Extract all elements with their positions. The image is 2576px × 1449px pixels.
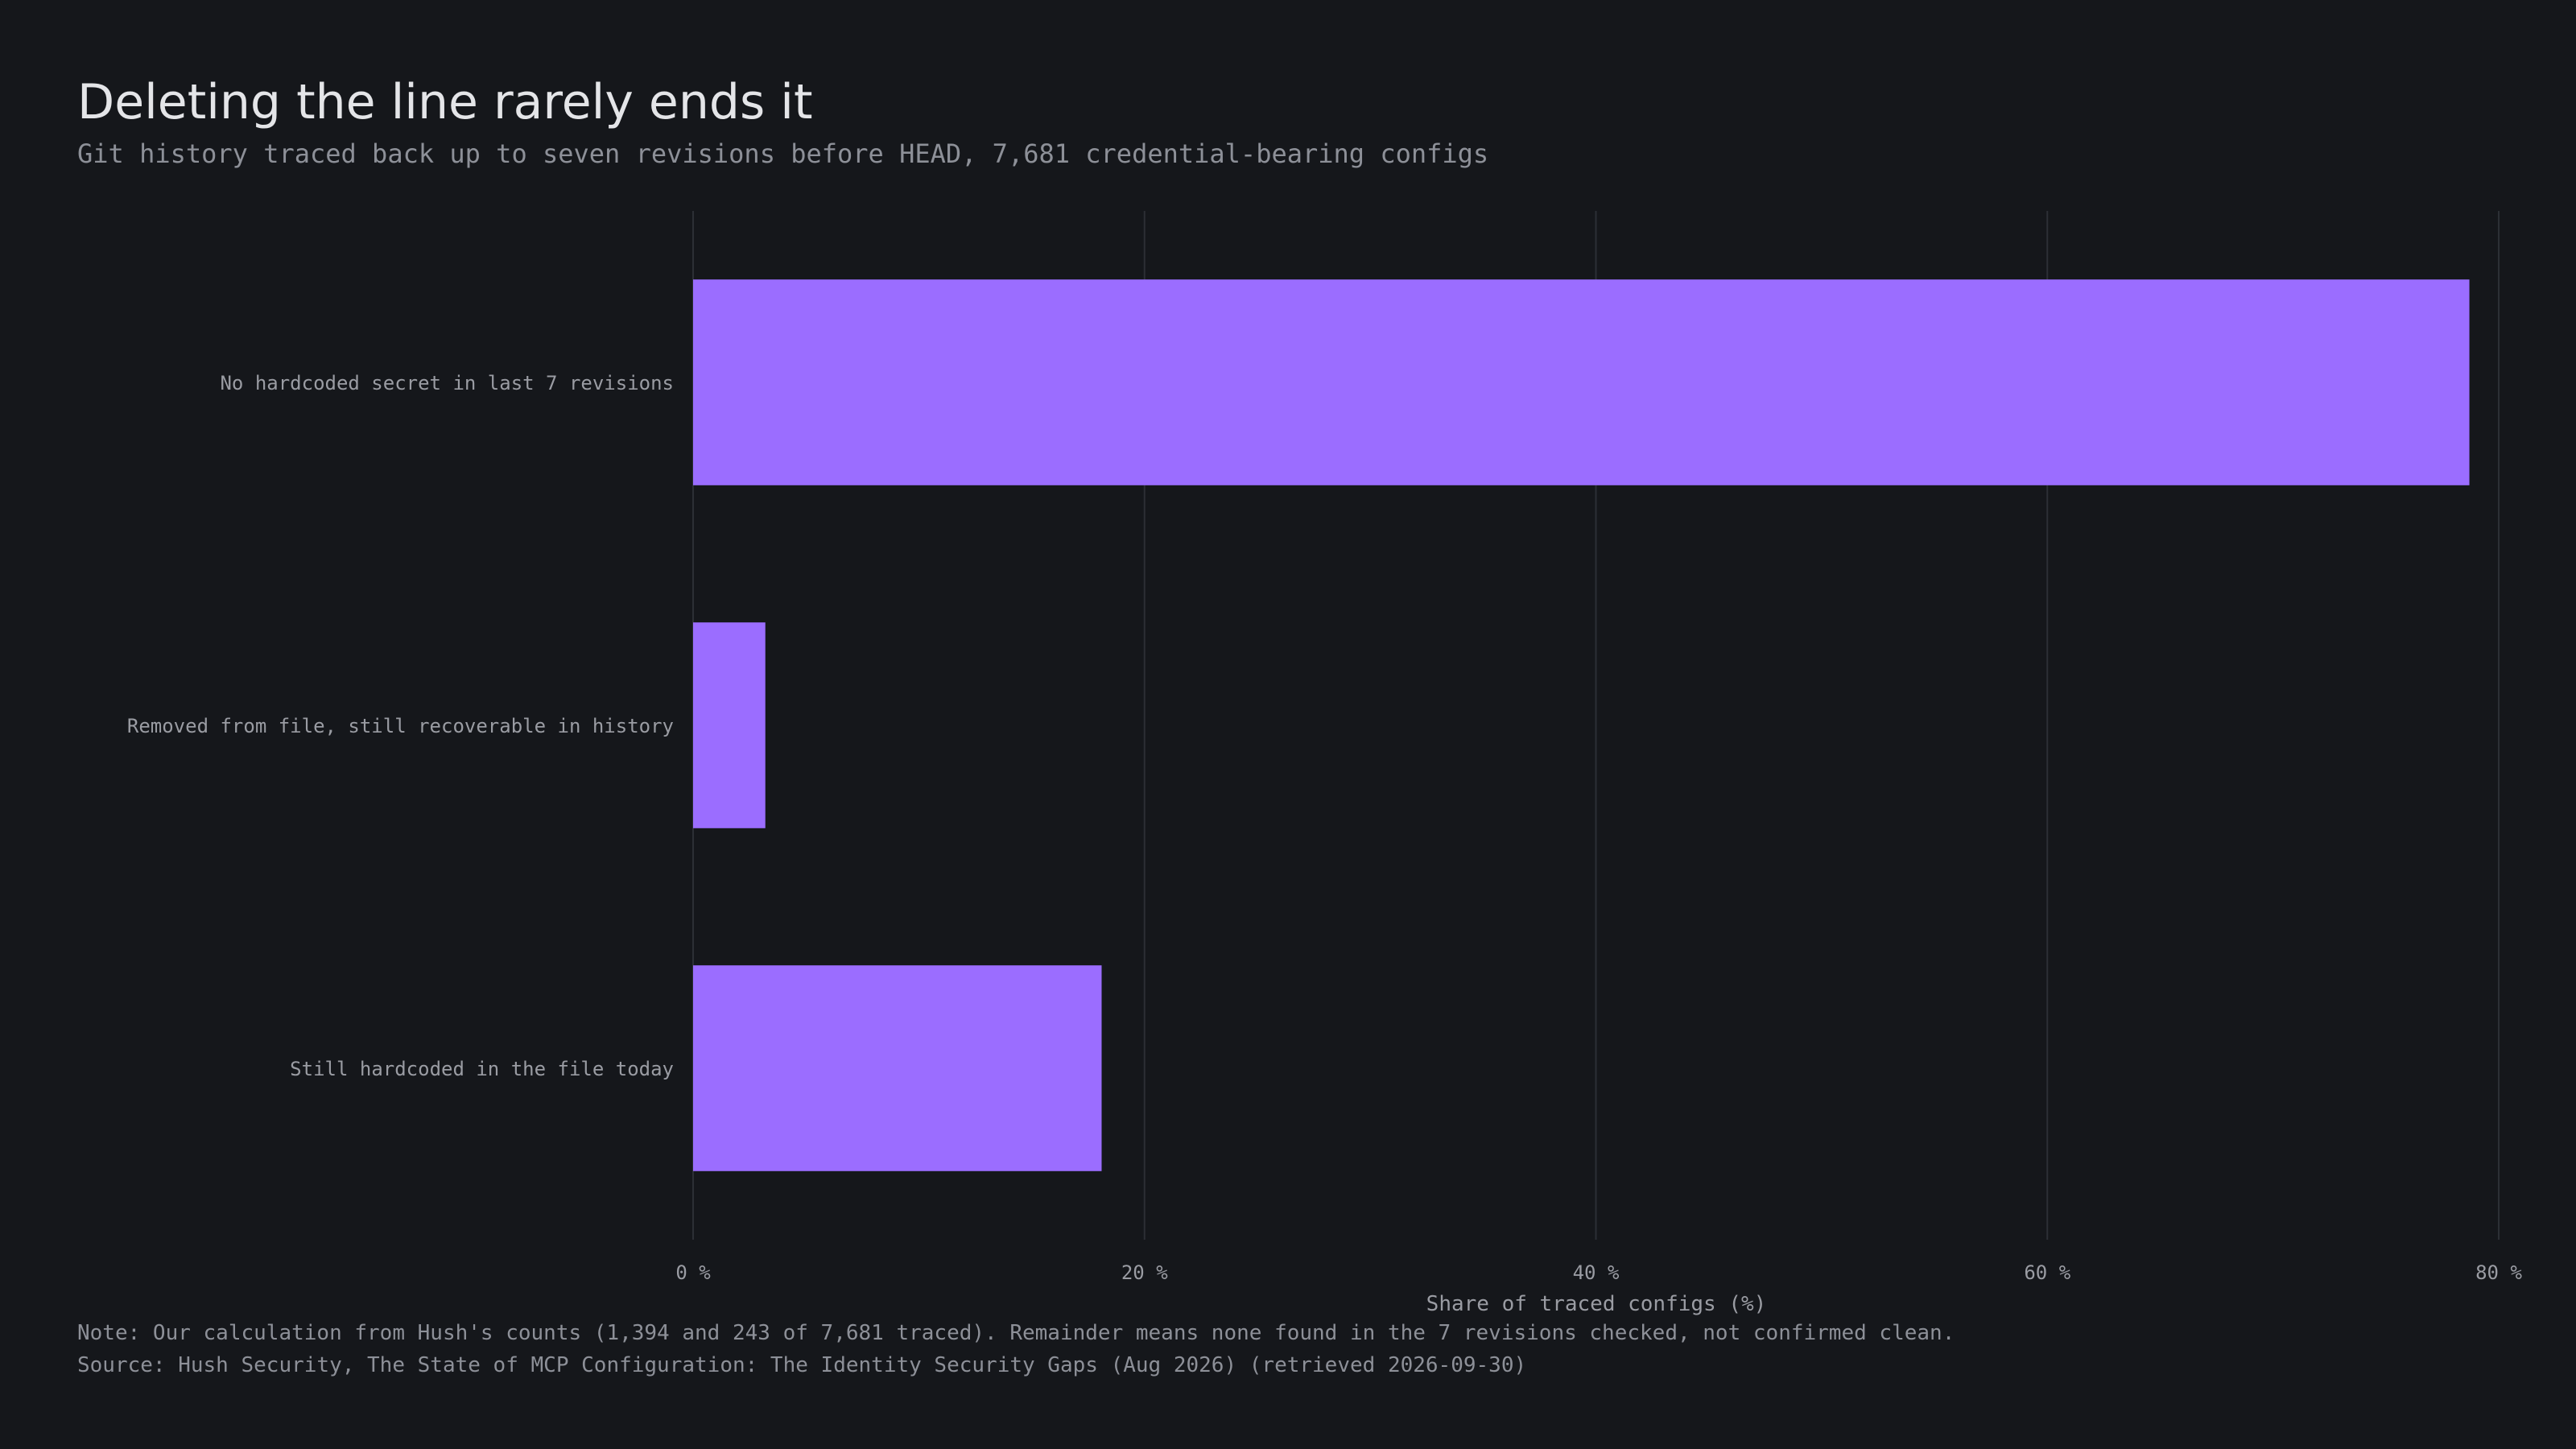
x-tick-label: 60 % bbox=[2024, 1261, 2070, 1284]
x-tick-label: 0 % bbox=[675, 1261, 711, 1284]
bar-1 bbox=[693, 622, 766, 828]
category-label: No hardcoded secret in last 7 revisions bbox=[220, 372, 674, 394]
bar-2 bbox=[693, 965, 1102, 1171]
category-labels: No hardcoded secret in last 7 revisions R… bbox=[127, 372, 674, 1080]
bars bbox=[693, 279, 2470, 1171]
chart-title: Deleting the line rarely ends it bbox=[77, 74, 813, 130]
chart-subtitle: Git history traced back up to seven revi… bbox=[77, 138, 1489, 169]
category-label: Still hardcoded in the file today bbox=[290, 1058, 674, 1080]
note-text: Note: Our calculation from Hush's counts… bbox=[77, 1321, 1955, 1345]
footnote: Note: Our calculation from Hush's counts… bbox=[77, 1317, 1955, 1381]
x-tick-label: 80 % bbox=[2475, 1261, 2522, 1284]
x-axis-label: Share of traced configs (%) bbox=[1426, 1292, 1767, 1316]
x-tick-label: 20 % bbox=[1121, 1261, 1168, 1284]
x-tick-label: 40 % bbox=[1573, 1261, 1620, 1284]
category-label: Removed from file, still recoverable in … bbox=[127, 715, 674, 737]
source-text: Source: Hush Security, The State of MCP … bbox=[77, 1353, 1527, 1377]
bar-0 bbox=[693, 279, 2470, 485]
x-tick-labels: 0 % 20 % 40 % 60 % 80 % bbox=[675, 1261, 2522, 1284]
